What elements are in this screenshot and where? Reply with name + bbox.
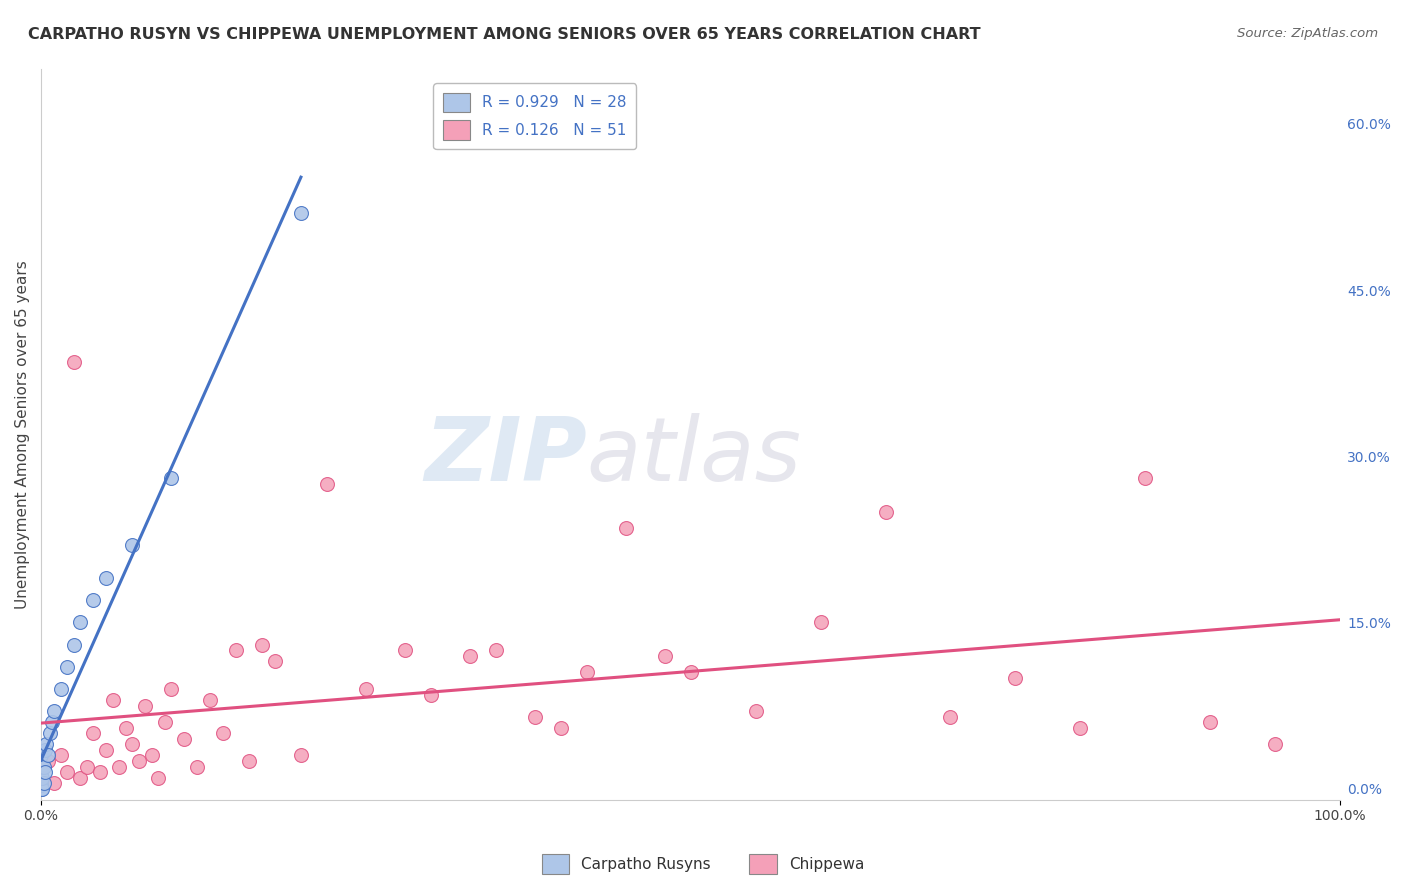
Legend: Carpatho Rusyns, Chippewa: Carpatho Rusyns, Chippewa: [536, 848, 870, 880]
Point: [419, 688, 441, 702]
Point: [94, 743, 117, 757]
Point: [30, 771, 52, 785]
Point: [160, 681, 183, 696]
Point: [114, 721, 136, 735]
Point: [141, 748, 163, 763]
Point: [35, 737, 58, 751]
Point: [30, 765, 52, 780]
Point: [1199, 715, 1222, 730]
Point: [32, 776, 55, 790]
Point: [94, 571, 117, 585]
Point: [250, 638, 273, 652]
Point: [523, 709, 546, 723]
Point: [654, 648, 676, 663]
Point: [39, 726, 62, 740]
Point: [128, 754, 150, 768]
Point: [101, 693, 124, 707]
Point: [160, 471, 183, 485]
Point: [121, 737, 143, 751]
Point: [290, 748, 312, 763]
Point: [30, 781, 52, 796]
Point: [550, 721, 572, 735]
Point: [1264, 737, 1286, 751]
Point: [31, 759, 53, 773]
Point: [264, 654, 287, 668]
Point: [744, 704, 766, 718]
Point: [1069, 721, 1091, 735]
Point: [458, 648, 481, 663]
Point: [134, 698, 156, 713]
Point: [212, 726, 235, 740]
Text: Source: ZipAtlas.com: Source: ZipAtlas.com: [1237, 27, 1378, 40]
Point: [31, 771, 53, 785]
Y-axis label: Unemployment Among Seniors over 65 years: Unemployment Among Seniors over 65 years: [15, 260, 30, 608]
Point: [89, 765, 111, 780]
Point: [394, 643, 416, 657]
Point: [37, 748, 59, 763]
Point: [69, 771, 91, 785]
Point: [30, 759, 52, 773]
Point: [679, 665, 702, 680]
Point: [875, 505, 897, 519]
Point: [30, 778, 52, 792]
Point: [30, 776, 52, 790]
Point: [42, 776, 65, 790]
Point: [238, 754, 260, 768]
Point: [1004, 671, 1026, 685]
Point: [34, 743, 56, 757]
Point: [56, 765, 79, 780]
Point: [575, 665, 598, 680]
Point: [108, 759, 131, 773]
Point: [62, 638, 84, 652]
Text: CARPATHO RUSYN VS CHIPPEWA UNEMPLOYMENT AMONG SENIORS OVER 65 YEARS CORRELATION : CARPATHO RUSYN VS CHIPPEWA UNEMPLOYMENT …: [28, 27, 981, 42]
Point: [153, 715, 176, 730]
Point: [62, 355, 84, 369]
Point: [614, 521, 637, 535]
Point: [49, 681, 72, 696]
Point: [198, 693, 221, 707]
Point: [121, 538, 143, 552]
Legend: R = 0.929   N = 28, R = 0.126   N = 51: R = 0.929 N = 28, R = 0.126 N = 51: [433, 84, 636, 149]
Point: [32, 759, 55, 773]
Point: [34, 765, 56, 780]
Text: atlas: atlas: [586, 413, 801, 500]
Point: [42, 704, 65, 718]
Point: [354, 681, 377, 696]
Point: [1135, 471, 1157, 485]
Point: [69, 615, 91, 630]
Point: [56, 660, 79, 674]
Point: [810, 615, 832, 630]
Point: [173, 731, 195, 746]
Point: [939, 709, 962, 723]
Point: [41, 715, 63, 730]
Point: [82, 593, 104, 607]
Point: [82, 726, 104, 740]
Point: [76, 759, 98, 773]
Point: [485, 643, 508, 657]
Point: [31, 781, 53, 796]
Point: [290, 205, 312, 219]
Point: [146, 771, 169, 785]
Text: ZIP: ZIP: [425, 413, 586, 500]
Point: [225, 643, 247, 657]
Point: [316, 477, 339, 491]
Point: [37, 754, 59, 768]
Point: [49, 748, 72, 763]
Point: [30, 748, 52, 763]
Point: [186, 759, 208, 773]
Point: [30, 771, 52, 785]
